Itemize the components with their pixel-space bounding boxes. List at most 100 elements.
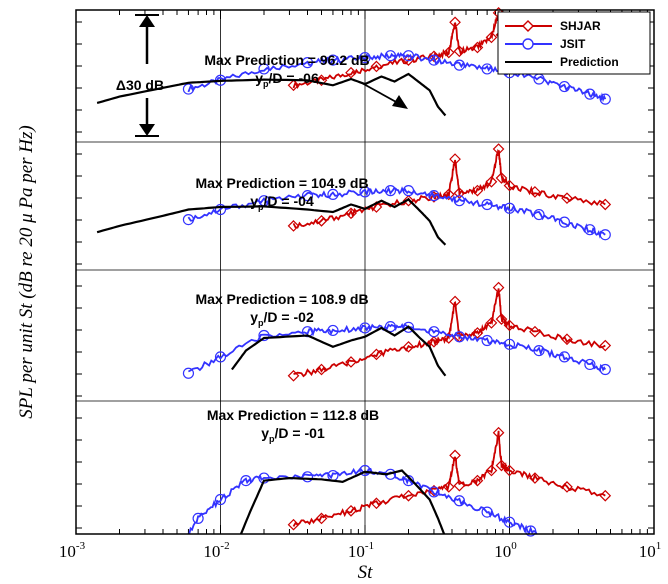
jsit-point bbox=[182, 214, 195, 226]
jsit-point bbox=[428, 190, 440, 202]
panel-annotation-title: Max Prediction = 112.8 dB bbox=[207, 407, 379, 423]
shjar-point bbox=[402, 194, 415, 207]
annotation-arrowhead bbox=[392, 95, 408, 109]
legend-marker-circle bbox=[522, 38, 534, 50]
shjar-point bbox=[370, 497, 383, 510]
jsit-point bbox=[402, 321, 415, 333]
shjar-point bbox=[442, 188, 455, 201]
series-line-jsit bbox=[187, 186, 606, 239]
shjar-point bbox=[287, 220, 300, 232]
jsit-point bbox=[453, 59, 465, 71]
series-line-shjar bbox=[292, 430, 606, 527]
plot-frame bbox=[75, 9, 655, 535]
jsit-point bbox=[481, 63, 493, 75]
scale-bar: Δ30 dB bbox=[116, 14, 164, 137]
jsit-point bbox=[481, 334, 493, 347]
shjar-point bbox=[561, 192, 573, 205]
jsit-point bbox=[359, 464, 371, 477]
shjar-point bbox=[503, 319, 516, 332]
legend-marker-diamond bbox=[522, 20, 534, 32]
shjar-point bbox=[370, 348, 383, 361]
jsit-point bbox=[481, 506, 493, 518]
x-tick-label: 101 bbox=[639, 540, 662, 561]
shjar-point bbox=[495, 172, 508, 184]
shjar-point bbox=[471, 474, 484, 487]
panel-annotation-yp: yp/D = -02 bbox=[250, 309, 314, 328]
shjar-point bbox=[503, 179, 516, 192]
jsit-point bbox=[599, 229, 611, 241]
shjar-point bbox=[529, 325, 541, 338]
shjar-point bbox=[345, 66, 357, 79]
jsit-point bbox=[301, 190, 314, 202]
shjar-point bbox=[599, 489, 612, 502]
jsit-point bbox=[503, 202, 516, 214]
shjar-point bbox=[370, 60, 383, 73]
jsit-point bbox=[240, 475, 252, 487]
jsit-point bbox=[182, 83, 195, 95]
jsit-point bbox=[453, 331, 465, 343]
shjar-point bbox=[449, 295, 461, 308]
jsit-point bbox=[384, 185, 397, 197]
shjar-point bbox=[495, 313, 508, 325]
shjar-point bbox=[485, 317, 498, 329]
jsit-point bbox=[584, 224, 596, 236]
series-line-prediction bbox=[231, 325, 447, 377]
shjar-point bbox=[471, 184, 484, 197]
legend-label-prediction: Prediction bbox=[560, 55, 619, 69]
scale-bar-label: Δ30 dB bbox=[116, 77, 164, 93]
jsit-point bbox=[428, 326, 440, 338]
shjar-point bbox=[529, 472, 541, 484]
jsit-point bbox=[599, 93, 611, 105]
jsit-point bbox=[182, 367, 195, 379]
panel-annotation-yp: yp/D = -06 bbox=[255, 70, 319, 89]
jsit-point bbox=[384, 321, 397, 333]
jsit-point bbox=[301, 57, 314, 69]
x-tick-label: 10-1 bbox=[348, 540, 374, 561]
shjar-point bbox=[287, 79, 300, 92]
jsit-point bbox=[558, 351, 571, 363]
jsit-point bbox=[214, 493, 227, 506]
jsit-point bbox=[327, 188, 339, 200]
jsit-point bbox=[258, 329, 270, 342]
jsit-point bbox=[533, 345, 545, 357]
shjar-point bbox=[428, 50, 440, 63]
shjar-point bbox=[345, 356, 357, 368]
jsit-point bbox=[599, 363, 611, 376]
shjar-point bbox=[315, 512, 328, 525]
shjar-point bbox=[492, 143, 505, 155]
jsit-point bbox=[327, 324, 339, 337]
shjar-point bbox=[287, 369, 300, 382]
jsit-point bbox=[301, 326, 314, 338]
series-line-shjar bbox=[292, 148, 606, 229]
y-axis-title: SPL per unit St (dB re 20 μ Pa per Hz) bbox=[16, 125, 37, 418]
jsit-point bbox=[525, 525, 537, 537]
legend-label-jsit: JSIT bbox=[560, 37, 586, 51]
jsit-point bbox=[453, 195, 465, 207]
series-line-shjar bbox=[293, 288, 606, 378]
jsit-point bbox=[584, 358, 596, 371]
shjar-point bbox=[315, 363, 328, 376]
legend-label-shjar: SHJAR bbox=[560, 19, 601, 33]
jsit-point bbox=[533, 208, 545, 221]
x-tick-label: 10-2 bbox=[203, 540, 229, 561]
jsit-point bbox=[481, 198, 493, 211]
x-tick-label: 100 bbox=[494, 540, 517, 561]
x-tick-labels: 10-3 10-2 10-1 100 101 bbox=[59, 540, 661, 561]
series-line-prediction bbox=[96, 198, 447, 246]
shjar-point bbox=[492, 426, 505, 439]
x-axis-title: St bbox=[358, 562, 374, 583]
shjar-point bbox=[453, 479, 466, 492]
panel-annotation-title: Max Prediction = 108.9 dB bbox=[195, 291, 368, 307]
annotations: Max Prediction = 96.2 dB yp/D = -06 Max Pr… bbox=[195, 52, 408, 444]
shjar-point bbox=[315, 74, 328, 87]
series-line-prediction bbox=[239, 469, 446, 534]
shjar-point bbox=[345, 207, 357, 220]
series-layer bbox=[96, 7, 612, 537]
jsit-point bbox=[402, 50, 415, 62]
jsit-point bbox=[558, 80, 571, 93]
jsit-point bbox=[503, 516, 516, 528]
panel-annotation-title: Max Prediction = 104.9 dB bbox=[195, 175, 368, 191]
series-line-jsit bbox=[188, 323, 607, 373]
jsit-point bbox=[359, 51, 371, 64]
jsit-point bbox=[384, 50, 397, 62]
